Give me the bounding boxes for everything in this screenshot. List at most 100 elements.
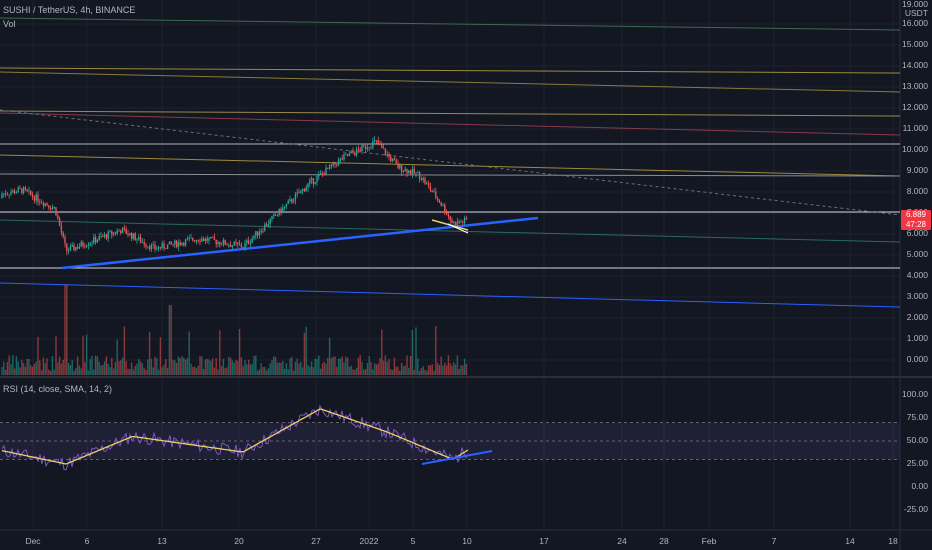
candle-body bbox=[264, 224, 266, 231]
candle-body bbox=[442, 204, 444, 206]
volume-bar bbox=[364, 368, 367, 375]
candle-body bbox=[363, 145, 365, 146]
time-axis-tick: 10 bbox=[462, 536, 472, 546]
volume-bar bbox=[154, 357, 156, 375]
volume-bar bbox=[415, 327, 417, 375]
symbol-legend[interactable]: SUSHI / TetherUS, 4h, BINANCE bbox=[3, 5, 136, 15]
candle-body bbox=[307, 183, 309, 188]
price-axis-tick: 13.000 bbox=[902, 81, 928, 91]
candle-body bbox=[118, 230, 120, 232]
candle-body bbox=[402, 171, 405, 172]
volume-bar bbox=[39, 360, 41, 375]
candle-body bbox=[174, 240, 176, 245]
rsi-legend[interactable]: RSI (14, close, SMA, 14, 2) bbox=[3, 384, 113, 394]
volume-bar bbox=[422, 366, 424, 375]
volume-bar bbox=[229, 357, 232, 375]
volume-bar bbox=[444, 362, 446, 375]
volume-bar bbox=[418, 370, 421, 375]
volume-bar bbox=[10, 364, 12, 375]
volume-bar bbox=[264, 367, 266, 375]
volume-bar bbox=[454, 364, 457, 375]
volume-legend[interactable]: Vol bbox=[3, 19, 16, 29]
candle-body bbox=[361, 145, 363, 152]
volume-bar bbox=[4, 369, 7, 375]
volume-bar bbox=[156, 358, 158, 375]
volume-bar bbox=[89, 359, 91, 375]
volume-bar bbox=[262, 367, 264, 375]
candle-body bbox=[15, 192, 18, 194]
candle-body bbox=[336, 164, 338, 166]
candle-body bbox=[273, 214, 275, 216]
candle-body bbox=[267, 224, 270, 226]
candle-body bbox=[364, 145, 367, 149]
volume-bar bbox=[138, 359, 140, 375]
volume-bar bbox=[46, 358, 48, 375]
volume-bar bbox=[6, 362, 9, 375]
reference-line bbox=[0, 282, 901, 308]
volume-bar bbox=[273, 356, 275, 375]
time-axis-tick: 14 bbox=[845, 536, 855, 546]
candle-body bbox=[226, 244, 228, 246]
volume-bar bbox=[224, 368, 226, 375]
volume-bar bbox=[220, 366, 223, 375]
volume-bar bbox=[201, 356, 203, 375]
candle-body bbox=[256, 231, 259, 236]
volume-bar bbox=[366, 363, 369, 375]
candle-body bbox=[237, 243, 239, 244]
candle-body bbox=[163, 243, 165, 249]
volume-bar bbox=[310, 361, 313, 375]
rsi-axis-tick: 75.00 bbox=[906, 412, 928, 422]
candle-body bbox=[247, 240, 250, 244]
candle-body bbox=[454, 222, 457, 226]
volume-bar bbox=[465, 363, 468, 375]
candle-body bbox=[244, 243, 246, 248]
candle-body bbox=[129, 233, 131, 236]
volume-bar bbox=[94, 355, 97, 375]
price-axis-tick: 11.000 bbox=[902, 123, 928, 133]
volume-bar bbox=[348, 366, 351, 375]
candle-body bbox=[219, 242, 221, 245]
volume-bar bbox=[64, 285, 66, 375]
volume-bar bbox=[71, 360, 73, 375]
volume-bar bbox=[249, 364, 252, 375]
price-axis-tick: 5.000 bbox=[906, 249, 928, 259]
candle-body bbox=[233, 241, 235, 246]
candle-body bbox=[206, 238, 208, 241]
candle-body bbox=[314, 181, 316, 184]
volume-bar bbox=[458, 369, 460, 375]
candle-body bbox=[334, 161, 336, 165]
candle-body bbox=[62, 232, 64, 237]
candle-body bbox=[152, 244, 154, 246]
volume-bar bbox=[267, 368, 270, 375]
volume-bar bbox=[121, 357, 124, 375]
rsi-axis-tick: 50.00 bbox=[906, 435, 928, 445]
candle-body bbox=[26, 189, 28, 192]
candle-body bbox=[447, 214, 450, 217]
candle-body bbox=[255, 231, 257, 237]
volume-bar bbox=[208, 359, 210, 375]
volume-bar bbox=[48, 369, 50, 375]
volume-bar bbox=[80, 368, 82, 375]
volume-bar bbox=[159, 337, 162, 375]
volume-bar bbox=[22, 363, 25, 375]
volume-bar bbox=[100, 365, 102, 375]
volume-bar bbox=[219, 330, 221, 375]
volume-bar bbox=[233, 362, 235, 375]
candle-body bbox=[283, 206, 286, 208]
volume-bar bbox=[294, 361, 297, 375]
volume-bar bbox=[13, 368, 16, 375]
volume-bar bbox=[190, 363, 192, 375]
candle-body bbox=[24, 187, 27, 190]
candle-body bbox=[291, 199, 293, 203]
candle-body bbox=[298, 192, 300, 194]
candle-body bbox=[193, 240, 196, 242]
volume-bar bbox=[181, 356, 183, 375]
candle-body bbox=[145, 244, 147, 247]
price-axis-tick: 4.000 bbox=[906, 270, 928, 280]
volume-bar bbox=[179, 358, 181, 375]
volume-bar bbox=[237, 360, 239, 375]
candle-body bbox=[73, 244, 75, 251]
candle-body bbox=[217, 242, 219, 245]
time-axis-tick: 18 bbox=[888, 536, 898, 546]
